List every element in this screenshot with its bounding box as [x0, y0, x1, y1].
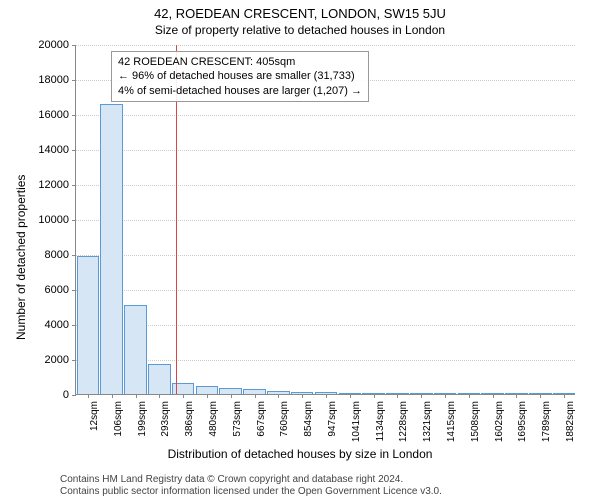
- x-tick-label: 106sqm: [113, 401, 124, 451]
- y-tick-label: 2000: [45, 354, 69, 366]
- footer-attribution: Contains HM Land Registry data © Crown c…: [60, 474, 442, 498]
- x-tick-label: 947sqm: [327, 401, 338, 451]
- footer-line2: Contains public sector information licen…: [60, 486, 442, 498]
- chart-subtitle: Size of property relative to detached ho…: [0, 21, 600, 37]
- x-tick-label: 1415sqm: [446, 401, 457, 451]
- x-tick-label: 293sqm: [160, 401, 171, 451]
- x-tick-label: 573sqm: [232, 401, 243, 451]
- footer-line1: Contains HM Land Registry data © Crown c…: [60, 474, 442, 486]
- x-tick-label: 1041sqm: [351, 401, 362, 451]
- histogram-bar: [124, 305, 147, 394]
- x-tick-label: 1508sqm: [470, 401, 481, 451]
- y-tick-label: 14000: [38, 144, 69, 156]
- annotation-line3: 4% of semi-detached houses are larger (1…: [118, 84, 362, 98]
- histogram-bar: [77, 256, 100, 394]
- y-tick-label: 4000: [45, 319, 69, 331]
- x-tick-label: 1602sqm: [494, 401, 505, 451]
- x-tick-label: 760sqm: [279, 401, 290, 451]
- x-axis-label: Distribution of detached houses by size …: [0, 447, 600, 461]
- x-tick-label: 1882sqm: [565, 401, 576, 451]
- y-tick-label: 18000: [38, 74, 69, 86]
- x-tick-label: 199sqm: [137, 401, 148, 451]
- y-tick-label: 16000: [38, 109, 69, 121]
- annotation-line1: 42 ROEDEAN CRESCENT: 405sqm: [118, 55, 362, 69]
- histogram-bar: [148, 364, 171, 394]
- y-tick-label: 8000: [45, 249, 69, 261]
- y-tick-label: 12000: [38, 179, 69, 191]
- chart-title: 42, ROEDEAN CRESCENT, LONDON, SW15 5JU: [0, 0, 600, 21]
- chart-container: 42, ROEDEAN CRESCENT, LONDON, SW15 5JU S…: [0, 0, 600, 500]
- y-axis-label: Number of detached properties: [14, 175, 28, 340]
- x-tick-label: 1789sqm: [541, 401, 552, 451]
- x-tick-label: 386sqm: [184, 401, 195, 451]
- y-tick-label: 10000: [38, 214, 69, 226]
- x-tick-label: 12sqm: [89, 401, 100, 451]
- x-tick-label: 854sqm: [303, 401, 314, 451]
- x-tick-label: 1321sqm: [422, 401, 433, 451]
- histogram-bar: [196, 386, 219, 394]
- x-tick-label: 667sqm: [256, 401, 267, 451]
- annotation-line2: ← 96% of detached houses are smaller (31…: [118, 69, 362, 83]
- annotation-box: 42 ROEDEAN CRESCENT: 405sqm← 96% of deta…: [111, 51, 369, 102]
- x-tick-label: 1228sqm: [398, 401, 409, 451]
- x-tick-label: 480sqm: [208, 401, 219, 451]
- y-tick-label: 20000: [38, 39, 69, 51]
- histogram-bar: [100, 104, 123, 395]
- x-tick-label: 1695sqm: [517, 401, 528, 451]
- y-tick-label: 6000: [45, 284, 69, 296]
- y-tick-label: 0: [63, 389, 69, 401]
- x-tick-label: 1134sqm: [375, 401, 386, 451]
